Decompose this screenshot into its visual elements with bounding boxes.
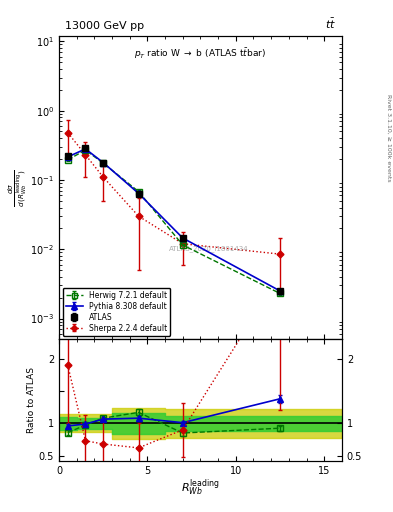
Y-axis label: Ratio to ATLAS: Ratio to ATLAS (27, 367, 36, 433)
X-axis label: $R_{Wb}^{\rm leading}$: $R_{Wb}^{\rm leading}$ (181, 477, 220, 498)
Y-axis label: $\frac{d\sigma}{d\,(R_{Wb}^{\rm leading})}$: $\frac{d\sigma}{d\,(R_{Wb}^{\rm leading}… (6, 168, 29, 207)
Text: 13000 GeV pp: 13000 GeV pp (64, 22, 144, 31)
Text: $t\bar{t}$: $t\bar{t}$ (325, 17, 336, 31)
Legend: Herwig 7.2.1 default, Pythia 8.308 default, ATLAS, Sherpa 2.2.4 default: Herwig 7.2.1 default, Pythia 8.308 defau… (63, 288, 170, 335)
Text: $p_T$ ratio W $\rightarrow$ b (ATLAS t$\bar{t}$bar): $p_T$ ratio W $\rightarrow$ b (ATLAS t$\… (134, 47, 266, 61)
Text: Rivet 3.1.10, ≥ 100k events: Rivet 3.1.10, ≥ 100k events (386, 94, 391, 182)
Text: ATLAS_2020_I1801434: ATLAS_2020_I1801434 (169, 245, 249, 252)
